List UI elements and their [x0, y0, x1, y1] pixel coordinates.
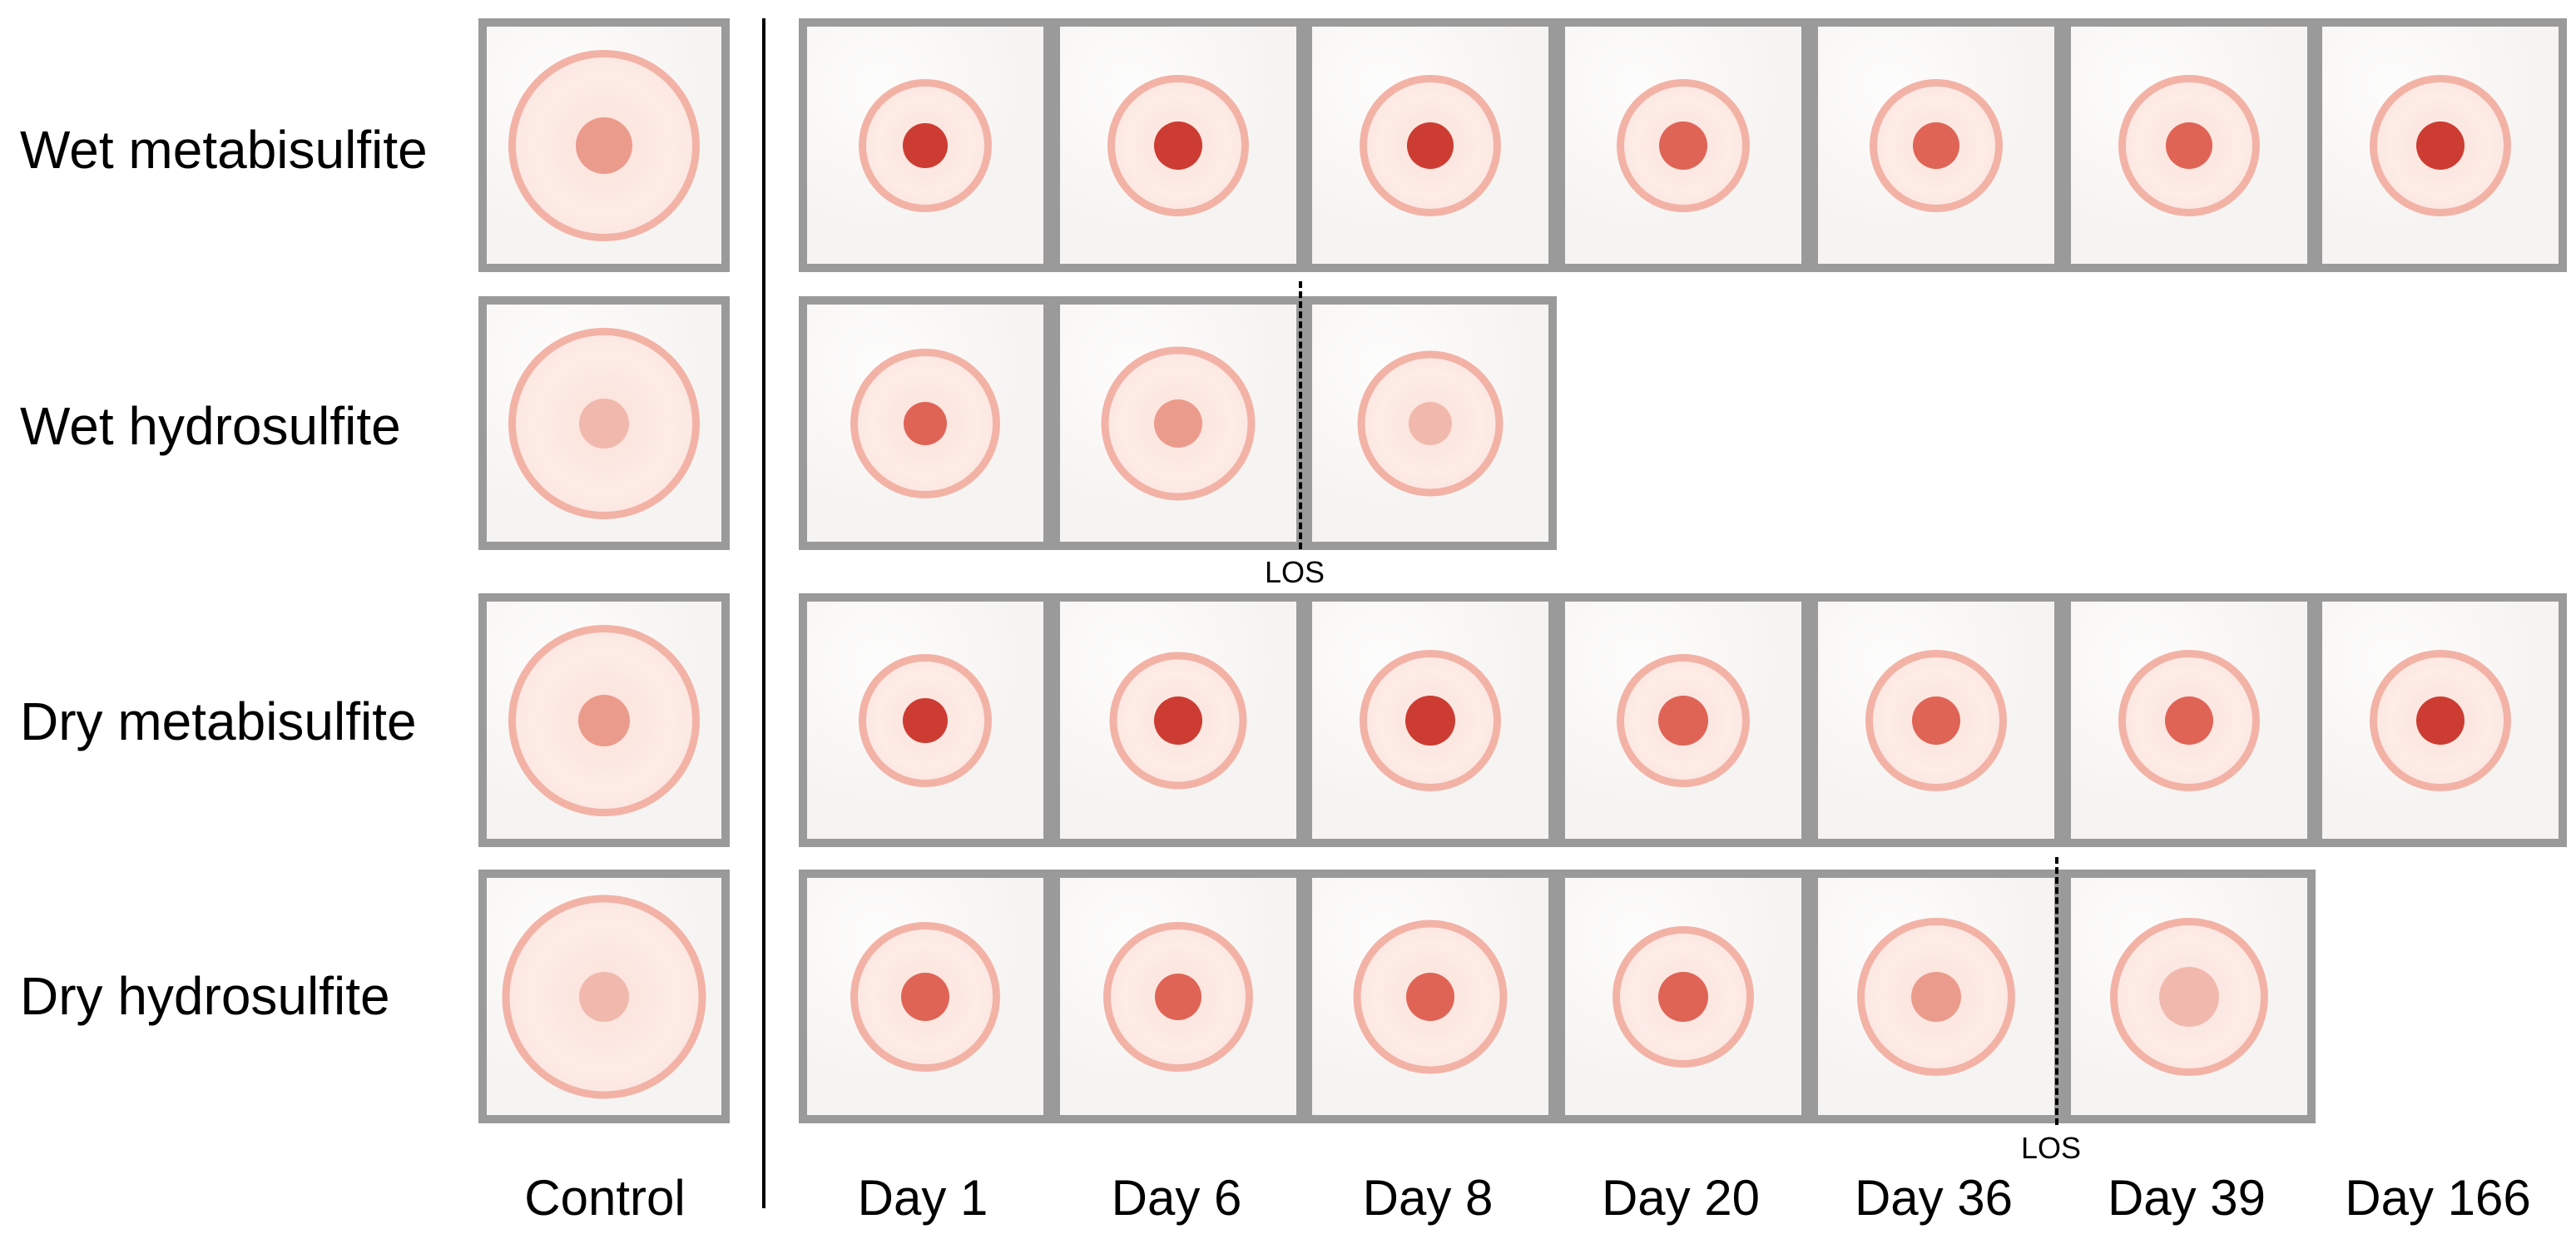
stain-spot — [1658, 971, 1708, 1022]
sample-tile — [478, 593, 730, 847]
stain-spot — [2416, 121, 2465, 170]
filter-paper — [807, 878, 1043, 1115]
sample-tile — [1810, 18, 2063, 272]
sample-tile — [2063, 870, 2316, 1123]
sample-tile — [1052, 18, 1305, 272]
col-label-day-20: Day 20 — [1601, 1170, 1761, 1226]
sample-tile — [1052, 296, 1305, 550]
sample-tile — [478, 296, 730, 550]
stain-spot — [903, 697, 948, 743]
filter-paper — [1818, 27, 2054, 264]
sample-tile — [1304, 296, 1557, 550]
sample-tile — [1557, 593, 1810, 847]
stain-ring — [1101, 346, 1256, 500]
stain-spot — [579, 398, 629, 449]
sample-tile — [799, 18, 1052, 272]
sample-tile — [478, 870, 730, 1123]
stain-spot — [2416, 696, 2465, 745]
stain-spot — [1405, 695, 1455, 746]
col-label-day-1: Day 1 — [857, 1170, 988, 1226]
stain-ring — [1107, 74, 1249, 216]
col-label-day-36: Day 36 — [1854, 1170, 2014, 1226]
los-label-wet-hydrosulfite: LOS — [1265, 555, 1325, 589]
stain-spot — [903, 122, 948, 168]
sample-tile — [2063, 18, 2316, 272]
stain-spot — [1659, 121, 1707, 170]
sample-tile — [799, 296, 1052, 550]
stain-spot — [2159, 966, 2219, 1027]
filter-paper — [1312, 305, 1548, 542]
col-label-day-39: Day 39 — [2107, 1170, 2266, 1226]
stain-ring — [2118, 74, 2260, 216]
sample-tile — [478, 18, 730, 272]
col-label-day-8: Day 8 — [1362, 1170, 1494, 1226]
filter-paper — [1565, 602, 1801, 839]
sample-tile — [1810, 870, 2063, 1123]
row-label-dry-hydrosulfite: Dry hydrosulfite — [20, 966, 390, 1026]
stain-spot — [1406, 972, 1454, 1021]
col-label-control: Control — [524, 1170, 686, 1226]
stain-spot — [1154, 121, 1202, 170]
stain-spot — [1911, 971, 1961, 1022]
stain-spot — [1658, 695, 1708, 746]
sample-tile — [799, 593, 1052, 847]
sample-tile — [1052, 593, 1305, 847]
stain-ring — [1353, 919, 1508, 1073]
sample-tile — [1052, 870, 1305, 1123]
stain-spot — [578, 694, 630, 746]
stain-spot — [1154, 399, 1202, 448]
row-label-wet-metabisulfite: Wet metabisulfite — [20, 120, 428, 180]
stain-spot — [2166, 121, 2212, 169]
sample-tile — [799, 870, 1052, 1123]
stain-spot — [1154, 696, 1202, 745]
stain-spot — [1912, 696, 1960, 745]
stain-spot — [579, 971, 629, 1022]
control-divider — [762, 18, 765, 1208]
col-label-day-166: Day 166 — [2345, 1170, 2531, 1226]
sample-tile — [1304, 18, 1557, 272]
stain-ring — [2370, 74, 2511, 216]
los-label-dry-hydrosulfite: LOS — [2021, 1131, 2082, 1165]
los-line-dry-hydrosulfite — [2055, 857, 2058, 1125]
stain-spot — [1155, 973, 1201, 1020]
stain-spot — [901, 972, 949, 1021]
sample-tile — [1557, 870, 1810, 1123]
filter-paper — [807, 305, 1043, 542]
stain-spot — [2165, 696, 2213, 745]
sample-tile — [2314, 593, 2567, 847]
stain-spot — [904, 401, 947, 445]
row-label-dry-metabisulfite: Dry metabisulfite — [20, 691, 417, 751]
row-label-wet-hydrosulfite: Wet hydrosulfite — [20, 396, 401, 456]
stain-spot — [1409, 401, 1452, 445]
los-line-wet-hydrosulfite — [1299, 281, 1302, 549]
stain-spot — [1913, 121, 1959, 169]
sample-tile — [1557, 18, 1810, 272]
col-label-day-6: Day 6 — [1111, 1170, 1242, 1226]
sample-tile — [1304, 593, 1557, 847]
sample-tile — [2063, 593, 2316, 847]
stain-spot — [1407, 121, 1454, 169]
stain-spot — [576, 116, 632, 174]
sample-tile — [1810, 593, 2063, 847]
filter-paper — [2322, 602, 2559, 839]
sample-tile — [2314, 18, 2567, 272]
sample-tile — [1304, 870, 1557, 1123]
